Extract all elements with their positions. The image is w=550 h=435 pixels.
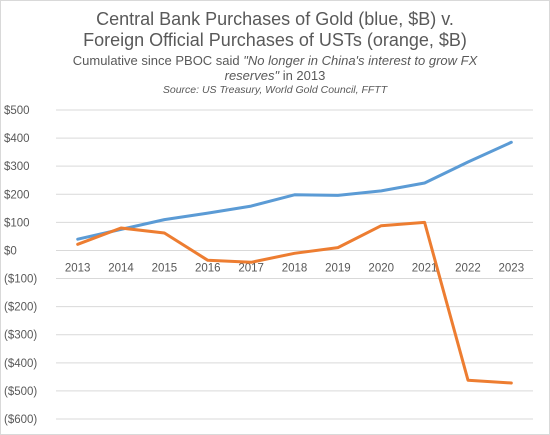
x-tick-label: 2018 xyxy=(282,262,308,274)
y-tick-label: $0 xyxy=(4,245,17,257)
y-tick-label: $200 xyxy=(4,189,30,201)
subtitle-suffix: in 2013 xyxy=(279,68,326,83)
x-tick-label: 2014 xyxy=(108,262,134,274)
y-tick-label: $400 xyxy=(4,133,30,145)
x-tick-label: 2017 xyxy=(238,262,264,274)
x-tick-label: 2016 xyxy=(195,262,221,274)
gridlines xyxy=(56,109,533,420)
y-tick-label: $100 xyxy=(4,217,30,229)
x-tick-label: 2015 xyxy=(152,262,178,274)
chart-title-line2: Foreign Official Purchases of USTs (oran… xyxy=(83,30,467,50)
chart-title-line1: Central Bank Purchases of Gold (blue, $B… xyxy=(96,9,454,29)
y-tick-label: ($300) xyxy=(4,330,37,342)
subtitle-quote-b: reserves" xyxy=(224,68,280,83)
y-tick-label: ($100) xyxy=(4,274,37,286)
subtitle-prefix: Cumulative since PBOC said xyxy=(72,53,244,68)
y-tick-label: ($500) xyxy=(4,386,37,398)
chart-subtitle-line2: reserves" in 2013 xyxy=(0,68,550,83)
x-tick-label: 2022 xyxy=(455,262,481,274)
x-tick-label: 2020 xyxy=(368,262,394,274)
y-tick-label: ($400) xyxy=(4,358,37,370)
series-line-2 xyxy=(76,220,513,385)
x-tick-label: 2019 xyxy=(325,262,351,274)
x-tick-label: 2013 xyxy=(65,262,91,274)
y-tick-label: ($600) xyxy=(4,414,37,426)
y-tick-label: $300 xyxy=(4,161,30,173)
chart-source: Source: US Treasury, World Gold Council,… xyxy=(162,84,388,96)
x-tick-label: 2023 xyxy=(499,262,525,274)
series-lines xyxy=(76,140,513,385)
y-tick-label: $500 xyxy=(4,105,30,117)
x-axis-labels: 2013 2014 2015 2016 2017 2018 2019 2020 2021 2022… xyxy=(65,262,524,274)
series-line-1 xyxy=(76,140,513,241)
x-tick-label: 2021 xyxy=(412,262,438,274)
y-axis-labels: $500 $400 $300 $200 $100 $0 ($100) ($200) ($300)… xyxy=(4,105,37,426)
subtitle-quote-a: "No longer in China's interest to grow F… xyxy=(243,53,478,68)
y-tick-label: ($200) xyxy=(4,302,37,314)
chart-subtitle-line1: Cumulative since PBOC said "No longer in… xyxy=(0,53,550,68)
